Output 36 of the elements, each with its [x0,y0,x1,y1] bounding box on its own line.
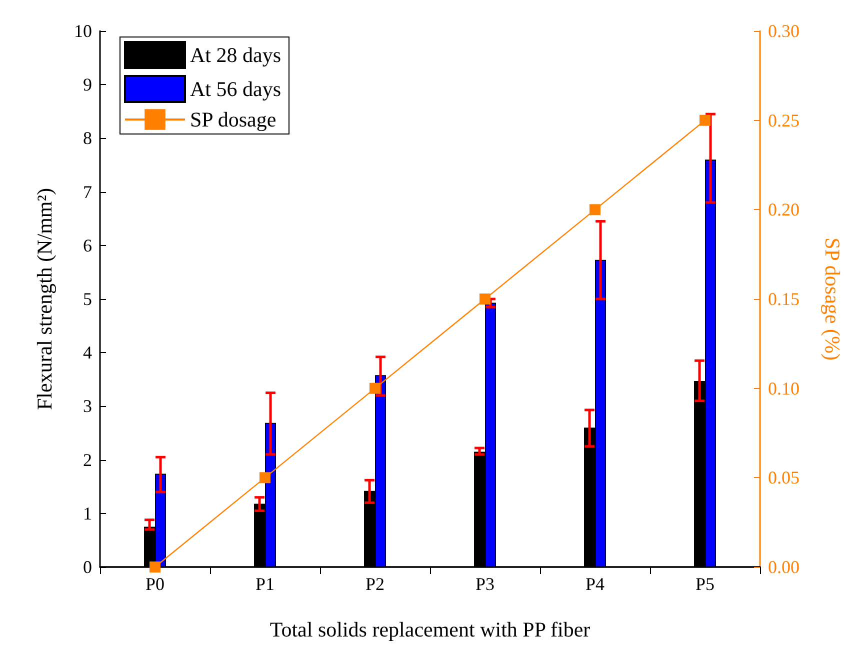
x-tick-label: P3 [475,574,495,594]
point [590,204,600,216]
y2-tick-label: 0.20 [768,200,800,220]
y-tick-label: 3 [83,396,92,416]
y-tick-label: 2 [83,450,92,470]
y-tick-label: 6 [83,235,92,256]
y-tick-label: 9 [83,74,92,95]
y-tick-label: 8 [83,128,92,148]
y-tick-label: 0 [83,557,92,577]
x-tick-label: P2 [365,574,385,594]
legend-label: At 28 days [190,43,281,67]
legend-label: At 56 days [190,77,281,101]
y-tick-label: 10 [74,21,92,41]
point [700,114,710,126]
y-tick-label: 4 [83,342,92,363]
point [260,472,270,484]
y2-tick-label: 0.25 [768,110,800,130]
legend-label: SP dosage [190,108,276,132]
y-tick-label: 7 [83,182,92,202]
y2-tick-label: 0.30 [768,21,800,41]
point [480,294,490,304]
x-tick-label: P0 [145,574,165,594]
x-tick-label: P1 [255,574,275,594]
y-tick-label: 5 [83,289,92,309]
x-tick-label: P5 [695,574,715,594]
point [370,382,380,394]
x-tick-label: P4 [585,574,605,594]
y2-tick-label: 0.15 [768,289,800,309]
x-axis-title: Total solids replacement with PP fiber [270,618,590,642]
y2-tick-label: 0.05 [768,468,800,488]
y2-tick-label: 0.00 [768,557,800,577]
y2-axis-title: SP dosage (%) [820,238,844,360]
point [150,562,160,572]
y-axis-title: Flexural strength (N/mm²) [32,188,56,410]
y2-tick-label: 0.10 [768,378,800,398]
y-tick-label: 1 [83,503,92,524]
